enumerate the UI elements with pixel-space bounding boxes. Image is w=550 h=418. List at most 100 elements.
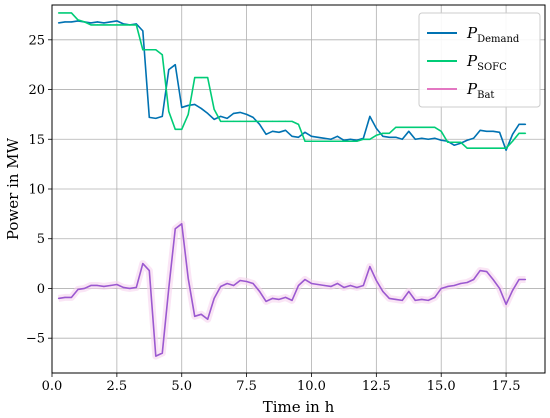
y-tick-label: 5 bbox=[37, 232, 45, 247]
data-point bbox=[498, 287, 501, 290]
data-point bbox=[349, 138, 351, 140]
data-point bbox=[70, 12, 73, 14]
legend-label-main: P bbox=[466, 80, 478, 98]
legend-label-sub: SOFC bbox=[477, 62, 507, 73]
data-point bbox=[304, 131, 306, 133]
data-point bbox=[265, 133, 267, 135]
data-point bbox=[220, 120, 222, 122]
data-point bbox=[492, 278, 494, 281]
data-point bbox=[330, 138, 332, 140]
data-point bbox=[103, 22, 105, 24]
data-point bbox=[453, 144, 455, 146]
data-point bbox=[492, 130, 494, 132]
data-point bbox=[116, 20, 118, 22]
data-point bbox=[369, 138, 371, 140]
data-point bbox=[304, 278, 306, 281]
y-tick-label: 20 bbox=[28, 83, 45, 98]
data-point bbox=[265, 120, 267, 122]
data-point bbox=[239, 111, 241, 114]
data-point bbox=[408, 130, 410, 132]
data-point bbox=[239, 120, 241, 122]
data-point bbox=[168, 287, 170, 290]
data-point bbox=[200, 313, 202, 315]
data-point bbox=[109, 21, 111, 23]
data-point bbox=[388, 297, 390, 300]
legend-label-main: P bbox=[466, 24, 478, 42]
data-point bbox=[473, 278, 475, 281]
data-point bbox=[194, 103, 196, 106]
data-point bbox=[511, 140, 514, 142]
data-point bbox=[492, 147, 494, 149]
data-point bbox=[473, 137, 475, 139]
data-point bbox=[421, 137, 423, 139]
data-point bbox=[310, 140, 313, 142]
data-point bbox=[64, 296, 66, 299]
data-point bbox=[408, 290, 410, 293]
data-point bbox=[408, 126, 410, 128]
data-point bbox=[524, 132, 527, 134]
data-point bbox=[505, 149, 507, 151]
data-point bbox=[479, 147, 481, 149]
data-point bbox=[155, 49, 157, 51]
data-point bbox=[233, 120, 235, 122]
data-point bbox=[466, 281, 468, 284]
data-point bbox=[77, 19, 79, 21]
data-point bbox=[349, 284, 351, 287]
data-point bbox=[57, 22, 60, 24]
data-point bbox=[427, 126, 429, 128]
data-point bbox=[284, 129, 287, 131]
data-point bbox=[174, 228, 176, 230]
data-point bbox=[278, 131, 280, 133]
data-point bbox=[187, 113, 189, 116]
data-point bbox=[505, 147, 507, 149]
data-point bbox=[116, 283, 118, 286]
data-point bbox=[518, 278, 520, 281]
data-point bbox=[181, 106, 183, 109]
data-point bbox=[524, 278, 527, 281]
series-sofc bbox=[57, 12, 527, 150]
data-point bbox=[395, 136, 397, 138]
data-point bbox=[453, 141, 455, 143]
data-point bbox=[505, 303, 507, 305]
data-point bbox=[109, 24, 111, 26]
data-point bbox=[349, 140, 351, 142]
data-point bbox=[187, 104, 189, 107]
x-tick-label: 5.0 bbox=[171, 379, 192, 394]
data-point bbox=[395, 298, 397, 300]
data-point bbox=[200, 77, 202, 79]
data-point bbox=[291, 299, 293, 301]
data-point bbox=[168, 110, 170, 113]
series-layer bbox=[57, 12, 527, 360]
data-point bbox=[395, 126, 397, 128]
data-point bbox=[122, 286, 124, 289]
data-point bbox=[486, 270, 488, 273]
data-point bbox=[207, 77, 209, 79]
data-point bbox=[142, 30, 144, 32]
data-point bbox=[511, 133, 514, 135]
data-point bbox=[427, 138, 429, 140]
data-point bbox=[174, 128, 176, 130]
data-point bbox=[246, 120, 248, 122]
data-point bbox=[297, 123, 300, 125]
data-point bbox=[116, 24, 118, 26]
data-point bbox=[194, 77, 196, 79]
data-point bbox=[317, 283, 319, 286]
data-point bbox=[233, 284, 235, 287]
data-point bbox=[466, 139, 468, 141]
y-tick-label: 25 bbox=[28, 33, 45, 48]
data-point bbox=[375, 279, 377, 282]
data-point bbox=[135, 24, 137, 26]
data-point bbox=[330, 140, 332, 142]
data-point bbox=[161, 115, 163, 117]
data-point bbox=[427, 299, 429, 301]
data-point bbox=[434, 137, 436, 139]
data-point bbox=[323, 284, 326, 287]
data-point bbox=[181, 223, 183, 225]
data-point bbox=[213, 108, 215, 111]
data-point bbox=[304, 140, 306, 142]
data-point bbox=[356, 286, 358, 289]
data-point bbox=[252, 282, 254, 285]
data-point bbox=[64, 21, 66, 23]
data-point bbox=[310, 135, 313, 137]
x-tick-label: 0.0 bbox=[42, 379, 63, 394]
